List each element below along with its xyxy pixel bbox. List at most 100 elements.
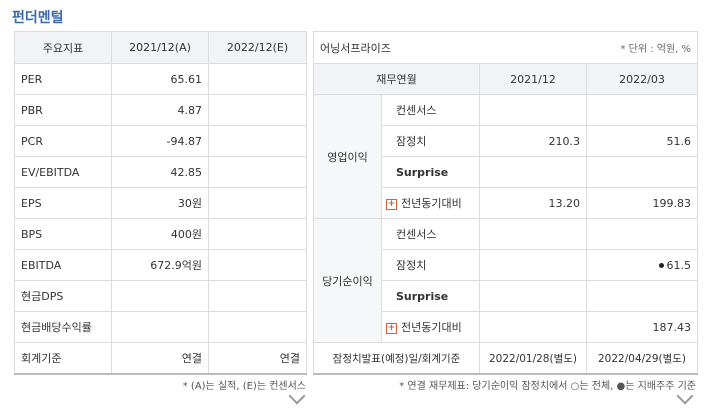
actual-value: 400원 [111,218,209,250]
group-label: 당기순이익 [313,218,382,343]
announce-2021-12: 2022/01/28(별도) [479,342,587,375]
table-row: EBITDA 672.9억원 [14,249,307,281]
table-row: PBR 4.87 [14,94,307,126]
fundamentals-table: 주요지표 2021/12(A) 2022/12(E) PER 65.61 PBR… [14,31,307,375]
estimate-value [208,63,307,95]
row-label: Surprise [381,156,480,188]
row-label: PER [14,63,112,95]
row-label: 컨센서스 [381,94,480,126]
value-2021-12 [479,218,587,250]
table-row: Surprise [314,156,699,188]
table-row: 현금배당수익률 [14,311,307,343]
value-2021-12 [479,156,587,188]
unit-note: * 단위 : 억원, % [620,43,692,55]
table-row: 회계기준 연결 연결 [14,342,307,375]
row-label: EV/EBITDA [14,156,112,188]
estimate-value [208,218,307,250]
actual-value [111,311,209,343]
estimate-value [208,125,307,157]
actual-value [111,280,209,312]
value-2021-12: 210.3 [479,125,587,157]
actual-value: 4.87 [111,94,209,126]
table-row: 당기순이익 컨센서스 [313,218,699,343]
page-title: 펀더멘털 [12,10,64,26]
plus-icon[interactable]: + [386,198,397,210]
row-label: 컨센서스 [381,218,480,250]
actual-value: 42.85 [111,156,209,188]
value-2021-12: 13.20 [479,187,587,219]
table-row: Surprise [314,280,699,312]
row-label: Surprise [381,280,480,312]
value-2022-03 [585,280,699,312]
column-header: 2021/12(A) [111,31,209,64]
row-label: EBITDA [14,249,112,281]
row-label: PBR [14,94,112,126]
row-label: BPS [14,218,112,250]
table-row: 잠정치발표(예정)일/회계기준 2022/01/28(별도) 2022/04/2… [313,342,699,375]
column-header: 주요지표 [14,31,112,64]
column-header: 2021/12 [479,63,587,95]
value-2022-03: 187.43 [585,311,699,343]
actual-value: 672.9억원 [111,249,209,281]
table-row: + 전년동기대비 187.43 [314,311,699,343]
actual-value: 30원 [111,187,209,219]
value-2022-03-cell: 61.5 [585,249,699,281]
table-title: 어닝서프라이즈 [320,41,391,55]
earnings-surprise-table: 어닝서프라이즈 * 단위 : 억원, % 재무연월 2021/12 2022/0… [312,31,699,375]
table-row: 잠정치 210.3 51.6 [314,125,699,157]
value-2021-12 [479,280,587,312]
value-2021-12 [479,249,587,281]
estimate-value [208,280,307,312]
table-header-row: 주요지표 2021/12(A) 2022/12(E) [14,31,307,64]
row-label: 전년동기대비 [401,321,462,334]
estimate-value [208,156,307,188]
table-row: EPS 30원 [14,187,307,219]
value-2022-03 [585,156,699,188]
dot-icon [658,263,664,268]
table-row: EV/EBITDA 42.85 [14,156,307,188]
value-2022-03: 199.83 [585,187,699,219]
value-2022-03 [585,218,699,250]
value-2022-03 [585,94,699,126]
estimate-value [208,311,307,343]
table-header-row: 재무연월 2021/12 2022/03 [313,63,699,95]
table-row: BPS 400원 [14,218,307,250]
table-row: 잠정치 61.5 [314,249,699,281]
row-label-cell[interactable]: + 전년동기대비 [381,187,480,219]
value-2022-03: 51.6 [585,125,699,157]
value-2022-03: 61.5 [666,258,692,272]
column-header: 2022/03 [585,63,699,95]
column-header: 재무연월 [313,63,480,95]
table-row: 영업이익 컨센서스 [313,94,699,219]
right-footnote: * 연결 재무제표: 당기순이익 잠정치에서 ○는 전체, ●는 지배주주 기준 [399,381,696,392]
estimate-value [208,249,307,281]
table-title-cell: 어닝서프라이즈 * 단위 : 억원, % [312,31,699,64]
estimate-value [208,187,307,219]
value-2021-12 [479,311,587,343]
row-label: 현금배당수익률 [14,311,112,343]
table-row: PER 65.61 [14,63,307,95]
value-2021-12 [479,94,587,126]
row-label-cell[interactable]: + 전년동기대비 [381,311,480,343]
row-label: 현금DPS [14,280,112,312]
table-row: 현금DPS [14,280,307,312]
announce-label: 잠정치발표(예정)일/회계기준 [313,342,480,375]
row-label: 잠정치 [381,249,480,281]
estimate-value [208,94,307,126]
actual-value: 연결 [111,342,209,375]
actual-value: 65.61 [111,63,209,95]
row-label: EPS [14,187,112,219]
left-footnote: * (A)는 실적, (E)는 컨센서스 [182,381,306,392]
estimate-value: 연결 [208,342,307,375]
row-label: 잠정치 [381,125,480,157]
row-label: 회계기준 [14,342,112,375]
actual-value: -94.87 [111,125,209,157]
table-row: + 전년동기대비 13.20 199.83 [314,187,699,219]
announce-2022-03: 2022/04/29(별도) [585,342,699,375]
table-row: PCR -94.87 [14,125,307,157]
row-label: 전년동기대비 [401,197,462,210]
plus-icon[interactable]: + [386,322,397,334]
group-label: 영업이익 [313,94,382,219]
table-title-row: 어닝서프라이즈 * 단위 : 억원, % [312,31,699,64]
column-header: 2022/12(E) [208,31,307,64]
